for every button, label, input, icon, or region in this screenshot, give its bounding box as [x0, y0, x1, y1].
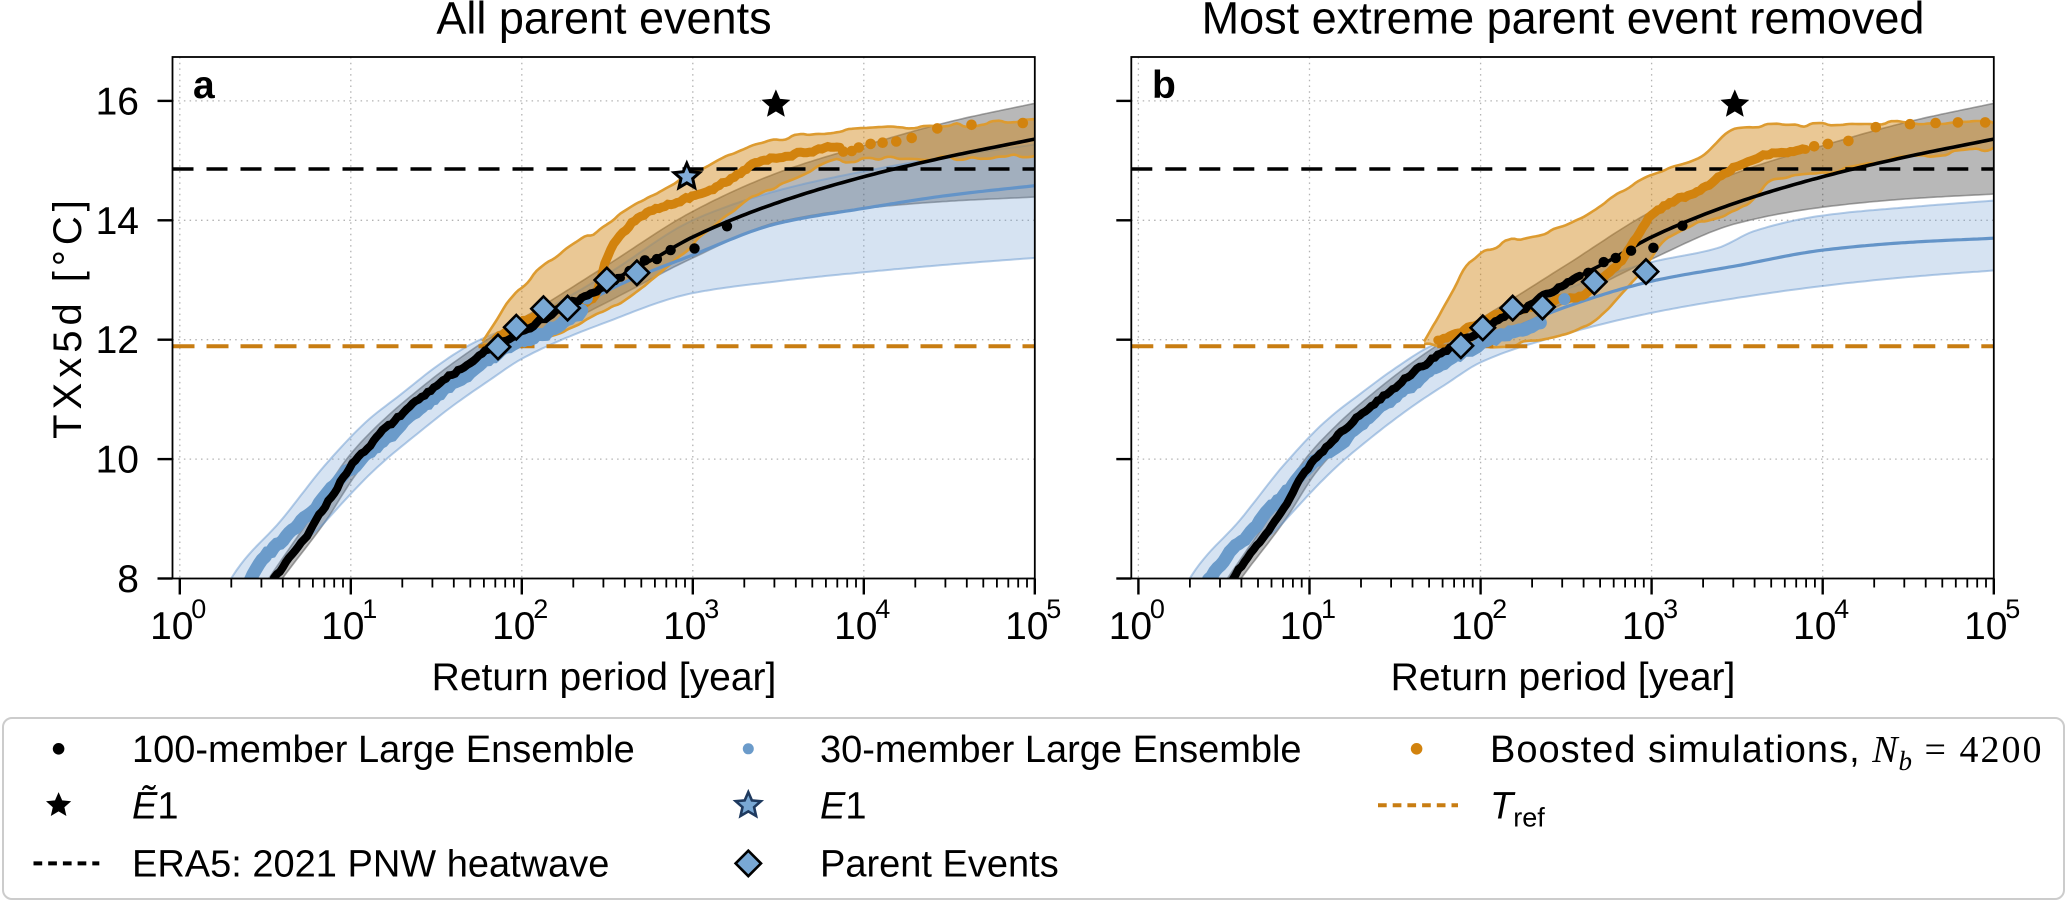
- svg-text:All parent events: All parent events: [436, 0, 771, 44]
- svg-text:Parent Events: Parent Events: [820, 844, 1059, 886]
- svg-text:b: b: [1152, 64, 1176, 107]
- svg-text:10: 10: [663, 605, 706, 648]
- svg-text:10: 10: [492, 605, 535, 648]
- svg-text:10: 10: [150, 605, 193, 648]
- svg-text:4: 4: [1834, 594, 1849, 624]
- svg-text:Ẽ1: Ẽ1: [132, 785, 179, 828]
- svg-text:3: 3: [704, 594, 719, 624]
- svg-text:10: 10: [1622, 605, 1665, 648]
- svg-text:30-member Large Ensemble: 30-member Large Ensemble: [820, 729, 1302, 771]
- svg-text:TXx5d [°C]: TXx5d [°C]: [46, 195, 90, 439]
- svg-text:5: 5: [1046, 594, 1061, 624]
- svg-text:Most extreme parent event remo: Most extreme parent event removed: [1202, 0, 1925, 44]
- svg-text:10: 10: [1005, 605, 1048, 648]
- svg-text:1: 1: [1321, 594, 1336, 624]
- svg-text:2: 2: [533, 594, 548, 624]
- svg-text:10: 10: [1964, 605, 2007, 648]
- svg-text:ERA5: 2021 PNW heatwave: ERA5: 2021 PNW heatwave: [132, 844, 609, 886]
- svg-text:4: 4: [875, 594, 890, 624]
- svg-text:10: 10: [321, 605, 364, 648]
- svg-text:16: 16: [96, 80, 139, 123]
- svg-text:10: 10: [834, 605, 877, 648]
- svg-text:2: 2: [1492, 594, 1507, 624]
- svg-text:E1: E1: [820, 786, 867, 828]
- svg-text:10: 10: [1451, 605, 1494, 648]
- svg-text:3: 3: [1663, 594, 1678, 624]
- svg-text:10: 10: [1793, 605, 1836, 648]
- svg-text:10: 10: [96, 439, 139, 482]
- svg-text:10: 10: [1280, 605, 1323, 648]
- svg-text:0: 0: [1150, 594, 1165, 624]
- svg-text:12: 12: [96, 319, 139, 362]
- svg-text:14: 14: [96, 200, 139, 243]
- svg-text:8: 8: [117, 558, 139, 601]
- svg-text:0: 0: [191, 594, 206, 624]
- svg-text:100-member Large Ensemble: 100-member Large Ensemble: [132, 729, 635, 771]
- svg-text:a: a: [193, 64, 215, 107]
- svg-text:5: 5: [2005, 594, 2020, 624]
- svg-text:Boosted simulations, Nb = 4200: Boosted simulations, Nb = 4200: [1490, 729, 2043, 776]
- svg-text:Return period [year]: Return period [year]: [1391, 656, 1736, 699]
- svg-text:Return period [year]: Return period [year]: [432, 656, 777, 699]
- svg-text:10: 10: [1109, 605, 1152, 648]
- svg-text:1: 1: [362, 594, 377, 624]
